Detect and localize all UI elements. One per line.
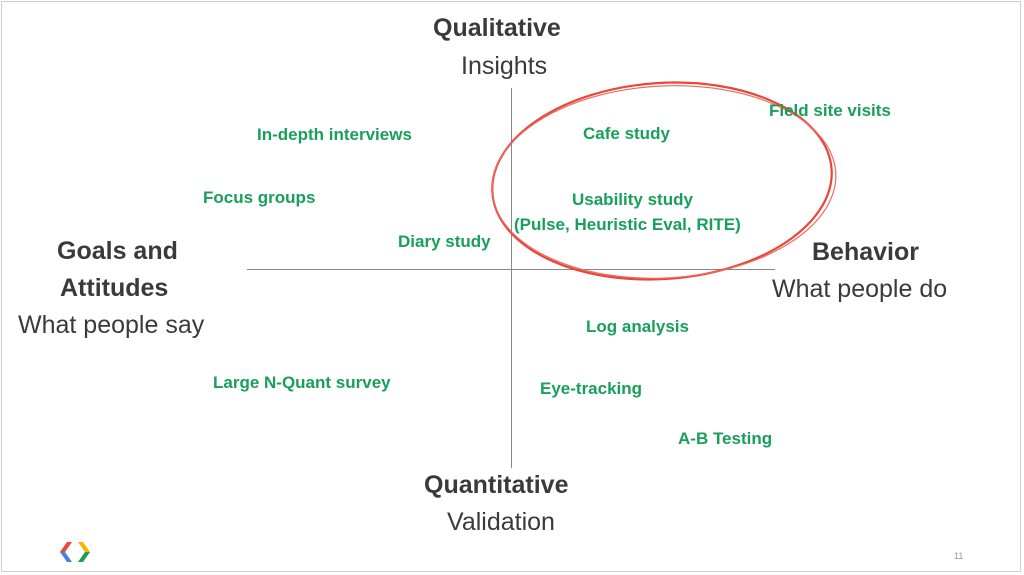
page-number: 11 [954, 551, 964, 561]
axis-right-subtitle: What people do [772, 275, 948, 303]
axis-bottom-title: Quantitative [424, 471, 569, 499]
axis-right-title: Behavior [812, 238, 919, 266]
method-eye-tracking: Eye-tracking [540, 379, 643, 398]
method-usability-study-detail: (Pulse, Heuristic Eval, RITE) [514, 215, 741, 234]
method-field-site-visits: Field site visits [769, 101, 891, 120]
axis-left-title-line2: Attitudes [60, 274, 169, 302]
axis-top-title: Qualitative [433, 14, 561, 42]
method-large-n-quant-survey: Large N-Quant survey [213, 373, 391, 392]
vertical-axis [511, 88, 512, 468]
method-usability-study: Usability study [572, 190, 693, 209]
google-chevron-logo-icon [60, 542, 90, 562]
axis-left-subtitle: What people say [18, 311, 205, 339]
method-focus-groups: Focus groups [203, 188, 316, 207]
method-in-depth-interviews: In-depth interviews [257, 125, 412, 144]
method-diary-study: Diary study [398, 232, 491, 251]
axis-top-subtitle: Insights [461, 52, 548, 80]
axis-left-title-line1: Goals and [57, 237, 178, 265]
method-cafe-study: Cafe study [583, 124, 670, 143]
method-log-analysis: Log analysis [586, 317, 689, 336]
axis-bottom-subtitle: Validation [447, 508, 555, 536]
method-a-b-testing: A-B Testing [678, 429, 773, 448]
